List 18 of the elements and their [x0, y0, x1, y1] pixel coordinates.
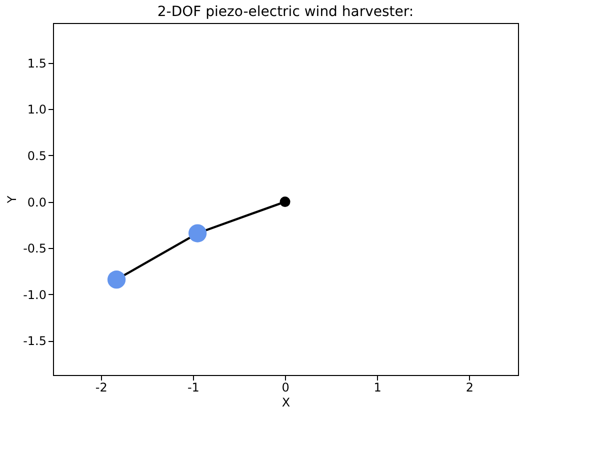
x-tick-label: -1: [187, 380, 200, 394]
y-axis-title: Y: [5, 195, 20, 204]
y-tick-label: -1.5: [23, 334, 46, 348]
y-tick-label: 0.0: [27, 195, 46, 210]
x-tick-label: 1: [374, 380, 382, 394]
y-tick-label: -0.5: [23, 242, 46, 256]
y-tick-label: 1.5: [27, 56, 46, 70]
x-tick-label: -2: [95, 380, 108, 394]
point: [107, 270, 126, 289]
chart-title: 2-DOF piezo-electric wind harvester:: [157, 4, 414, 20]
x-axis-title: X: [282, 396, 290, 410]
x-tick-label: 0: [282, 380, 290, 394]
y-tick-label: 1.0: [27, 102, 46, 117]
x-tick-label: 2: [466, 380, 474, 394]
y-tick-label: 0.5: [27, 148, 46, 163]
y-tick-label: -1.0: [23, 288, 46, 302]
point: [280, 196, 290, 208]
point: [188, 224, 207, 242]
